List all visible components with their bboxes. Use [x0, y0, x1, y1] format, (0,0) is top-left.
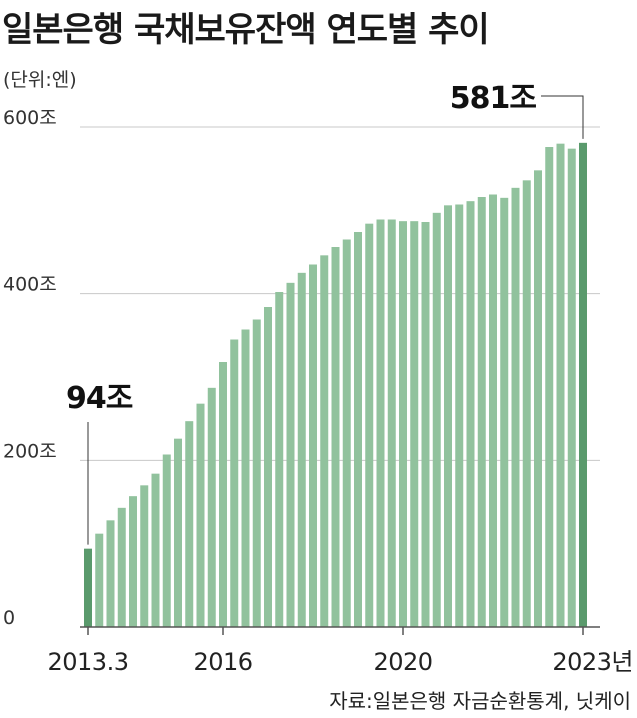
- bar: [252, 319, 261, 627]
- bar: [522, 180, 531, 628]
- bar: [489, 194, 497, 627]
- unit-label: (단위:엔): [3, 69, 77, 91]
- bar: [320, 255, 329, 628]
- x-tick-label: 2020: [373, 648, 432, 676]
- bar: [286, 282, 295, 627]
- x-tick-label: 2016: [193, 648, 252, 676]
- bar: [241, 329, 250, 627]
- bar: [567, 148, 576, 627]
- y-tick-label: 600조: [3, 107, 57, 129]
- y-tick-label: 400조: [3, 274, 57, 296]
- bar: [500, 197, 509, 628]
- bar: [511, 187, 520, 628]
- annotations: 94조 581조: [66, 81, 584, 545]
- bars: [84, 142, 587, 628]
- bar: [387, 219, 396, 627]
- callout-end-value: 581조: [450, 81, 537, 116]
- bar: [477, 197, 486, 627]
- bar: [399, 221, 407, 627]
- bar: [174, 438, 182, 627]
- bar: [444, 205, 452, 628]
- bar: [140, 485, 149, 627]
- bar: [230, 339, 239, 627]
- bar: [410, 221, 419, 627]
- bar: [151, 473, 160, 627]
- bar: [275, 292, 284, 627]
- bar: [354, 232, 362, 627]
- bar: [84, 548, 92, 627]
- y-tick-label: 200조: [3, 440, 57, 462]
- x-tick-label: 2013.3: [48, 648, 129, 676]
- bar: [455, 204, 464, 627]
- y-axis-ticks: 0 200조 400조 600조: [3, 107, 57, 629]
- bar: [466, 201, 475, 627]
- bar: [556, 143, 565, 627]
- chart-title: 일본은행 국채보유잔액 연도별 추이: [2, 10, 490, 50]
- bar: [432, 212, 441, 628]
- bar: [365, 223, 374, 627]
- bar: [545, 147, 554, 627]
- bar: [534, 170, 542, 628]
- bar: [579, 142, 587, 628]
- bar: [196, 403, 205, 627]
- bar: [162, 454, 171, 627]
- bar: [129, 496, 137, 627]
- y-tick-label: 0: [3, 607, 15, 629]
- bar: [207, 387, 216, 627]
- source-note: 자료:일본은행 자금순환통계, 닛케이: [329, 689, 631, 713]
- bar: [331, 247, 340, 627]
- bar: [219, 362, 227, 627]
- grid-lines: [80, 126, 600, 461]
- bar: [309, 264, 317, 627]
- bar: [264, 307, 272, 627]
- bar: [95, 533, 104, 627]
- x-tick-label: 2023년: [552, 648, 633, 676]
- bar: [297, 272, 306, 627]
- callout-line: [541, 95, 584, 139]
- x-axis: 2013.3 2016 2020 2023년: [48, 626, 634, 676]
- bar: [421, 222, 430, 627]
- bar: [185, 421, 194, 627]
- callout-start-value: 94조: [66, 381, 133, 416]
- bar: [106, 520, 115, 627]
- bar: [376, 219, 385, 627]
- bar: [117, 507, 126, 627]
- bar: [342, 239, 351, 627]
